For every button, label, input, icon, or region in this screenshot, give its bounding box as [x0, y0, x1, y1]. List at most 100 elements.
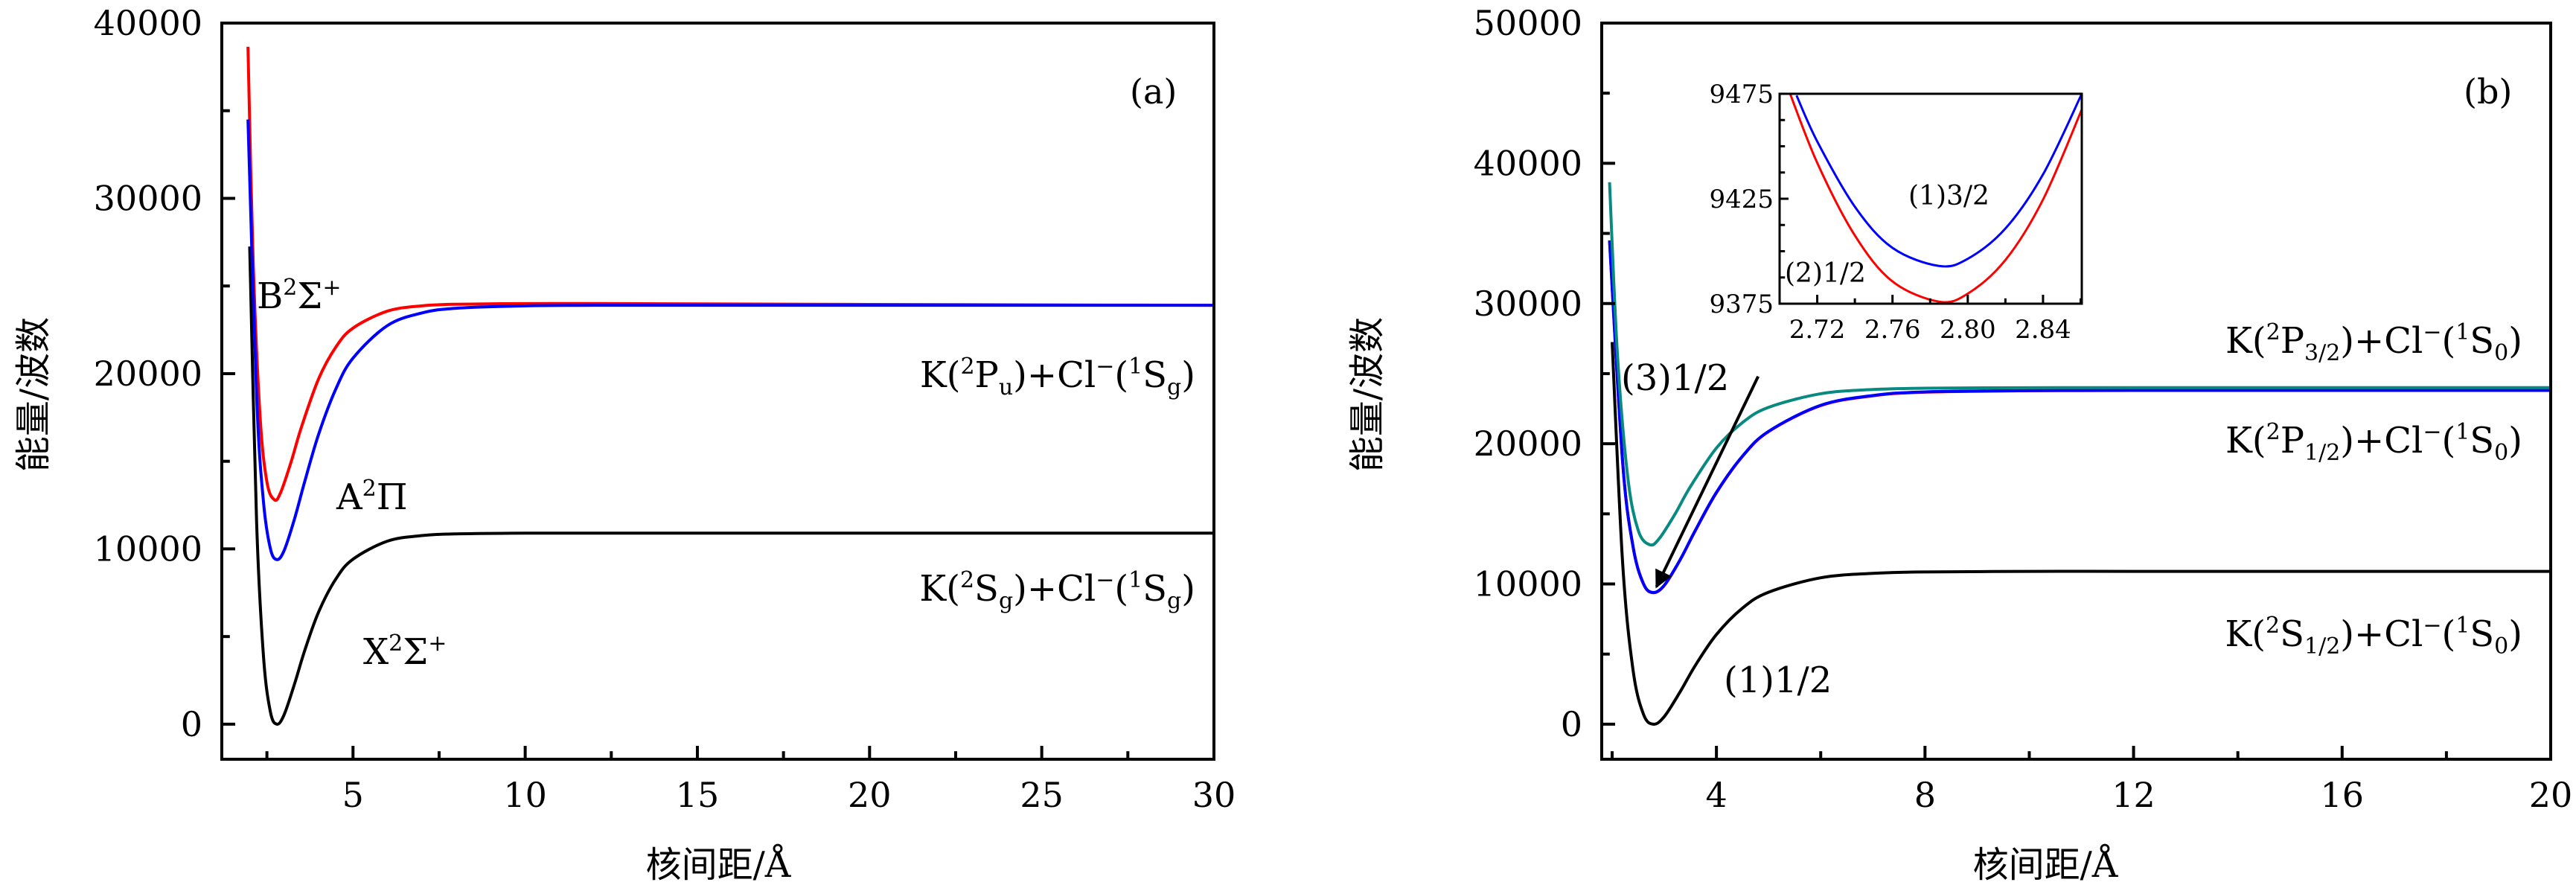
- label-part: 1: [2455, 419, 2470, 445]
- series-line-X2: [248, 246, 1214, 726]
- label-part: 1: [1128, 354, 1143, 380]
- series-line-A2: [246, 119, 1214, 561]
- label-part: K(: [919, 354, 961, 396]
- x-tick-label: 2.80: [1940, 315, 1996, 345]
- label-part: B: [257, 275, 284, 317]
- series-line-212: [1789, 94, 2082, 304]
- y-tick-label: 0: [181, 704, 202, 744]
- y-tick-label: 40000: [1474, 143, 1582, 183]
- label-B2Sigma: B2Σ+: [257, 275, 342, 317]
- label-part: +: [428, 630, 447, 657]
- x-tick-label: 10: [503, 775, 547, 815]
- inset-label-2-1-2: (2)1/2: [1785, 258, 1866, 289]
- label-part: 0: [2494, 440, 2509, 466]
- y-tick-label: 20000: [1474, 424, 1582, 464]
- label-part: (: [1114, 568, 1129, 610]
- label-part: P: [974, 354, 999, 396]
- label-part: K(: [919, 568, 960, 610]
- label-asymptote-2P1-2: K(2P1/2)+Cl−(1S0): [2225, 421, 2522, 464]
- x-tick-label: 15: [676, 775, 720, 815]
- y-tick-label: 30000: [1474, 284, 1582, 324]
- x-tick-label: 12: [2112, 775, 2155, 815]
- label-1-1-2: (1)1/2: [1724, 660, 1832, 701]
- inset-label-1-3-2: (1)3/2: [1908, 181, 1989, 211]
- y-tick-label: 10000: [1474, 564, 1582, 604]
- axes-frame: [220, 22, 1215, 761]
- label-part: (: [1114, 354, 1129, 396]
- x-tick-label: 20: [848, 775, 892, 815]
- label-asymptote-2Pu: K(2Pu)+Cl−(1Sg): [920, 356, 1195, 399]
- label-part: S: [2470, 320, 2495, 362]
- label-part: 1: [2455, 319, 2470, 345]
- label-part: )+Cl: [1013, 568, 1096, 610]
- label-part: g: [1167, 374, 1182, 400]
- axes-frame: [1600, 22, 2552, 761]
- label-part: A: [336, 476, 362, 518]
- y-tick-label: 0: [1561, 704, 1582, 744]
- label-3-1-2: (3)1/2: [1621, 357, 1730, 399]
- label-part: −: [1096, 354, 1115, 380]
- series-line-132: [1795, 94, 2082, 268]
- label-part: 1: [2455, 613, 2470, 639]
- y-tick-label: 10000: [94, 529, 202, 569]
- label-part: )+Cl: [2340, 320, 2423, 362]
- label-part: −: [2423, 319, 2442, 345]
- y-tick-label: 50000: [1474, 3, 1582, 43]
- x-tick-label: 2.84: [2015, 315, 2071, 345]
- label-asymptote-2P3-2: K(2P3/2)+Cl−(1S0): [2225, 322, 2522, 365]
- series-line-312: [1608, 182, 2551, 547]
- label-part: 2: [960, 354, 975, 380]
- y-tick-label: 9375: [1709, 290, 1774, 319]
- label-X2Sigma: X2Σ+: [363, 630, 447, 673]
- x-axis-title-a: 核间距/Å: [645, 844, 791, 886]
- panel-b-tag: (b): [2464, 71, 2513, 112]
- inset-background: [1780, 94, 2082, 304]
- label-part: (: [2441, 320, 2456, 362]
- x-tick-label: 30: [1192, 775, 1236, 815]
- label-part: −: [2423, 419, 2442, 445]
- label-A2Pi: A2Π: [336, 476, 408, 518]
- label-part: 0: [2494, 633, 2509, 660]
- label-part: ): [2508, 613, 2522, 655]
- x-tick-label: 25: [1020, 775, 1064, 815]
- label-part: (: [2441, 420, 2456, 462]
- label-part: ): [2508, 420, 2522, 462]
- label-part: S: [974, 568, 999, 610]
- y-axis-title-b: 能量/波数: [1346, 316, 1388, 473]
- label-part: 1: [1128, 567, 1143, 593]
- label-part: (: [2441, 613, 2456, 655]
- label-part: K(: [2225, 613, 2266, 655]
- label-part: K(: [2225, 320, 2266, 362]
- y-tick-label: 40000: [94, 3, 202, 43]
- label-asymptote-2Sg: K(2Sg)+Cl−(1Sg): [919, 569, 1195, 613]
- label-part: 2: [2266, 419, 2281, 445]
- label-part: )+Cl: [2340, 613, 2423, 655]
- label-part: Σ: [297, 275, 323, 317]
- label-part: ): [1181, 568, 1195, 610]
- label-part: S: [2470, 420, 2495, 462]
- label-part: −: [1096, 567, 1115, 593]
- label-part: +: [322, 275, 342, 301]
- label-part: 3/2: [2304, 340, 2341, 366]
- label-part: Π: [376, 476, 408, 518]
- label-part: S: [2280, 613, 2304, 655]
- y-tick-label: 20000: [94, 354, 202, 394]
- series-line-112: [1611, 342, 2551, 726]
- y-tick-label: 30000: [94, 179, 202, 219]
- x-tick-label: 2.72: [1789, 315, 1846, 345]
- x-tick-label: 8: [1914, 775, 1936, 815]
- label-part: 2: [2266, 613, 2281, 639]
- x-tick-label: 16: [2321, 775, 2365, 815]
- label-part: )+Cl: [1013, 354, 1096, 396]
- label-part: −: [2423, 613, 2442, 639]
- panel-a-tag: (a): [1130, 71, 1177, 112]
- label-part: K(: [2225, 420, 2266, 462]
- label-part: ): [2508, 320, 2522, 362]
- label-part: X: [363, 631, 389, 673]
- label-part: P: [2280, 420, 2304, 462]
- label-part: 2: [2266, 319, 2281, 345]
- label-part: 0: [2494, 340, 2509, 366]
- label-part: 2: [959, 567, 975, 593]
- label-part: 2: [389, 630, 403, 657]
